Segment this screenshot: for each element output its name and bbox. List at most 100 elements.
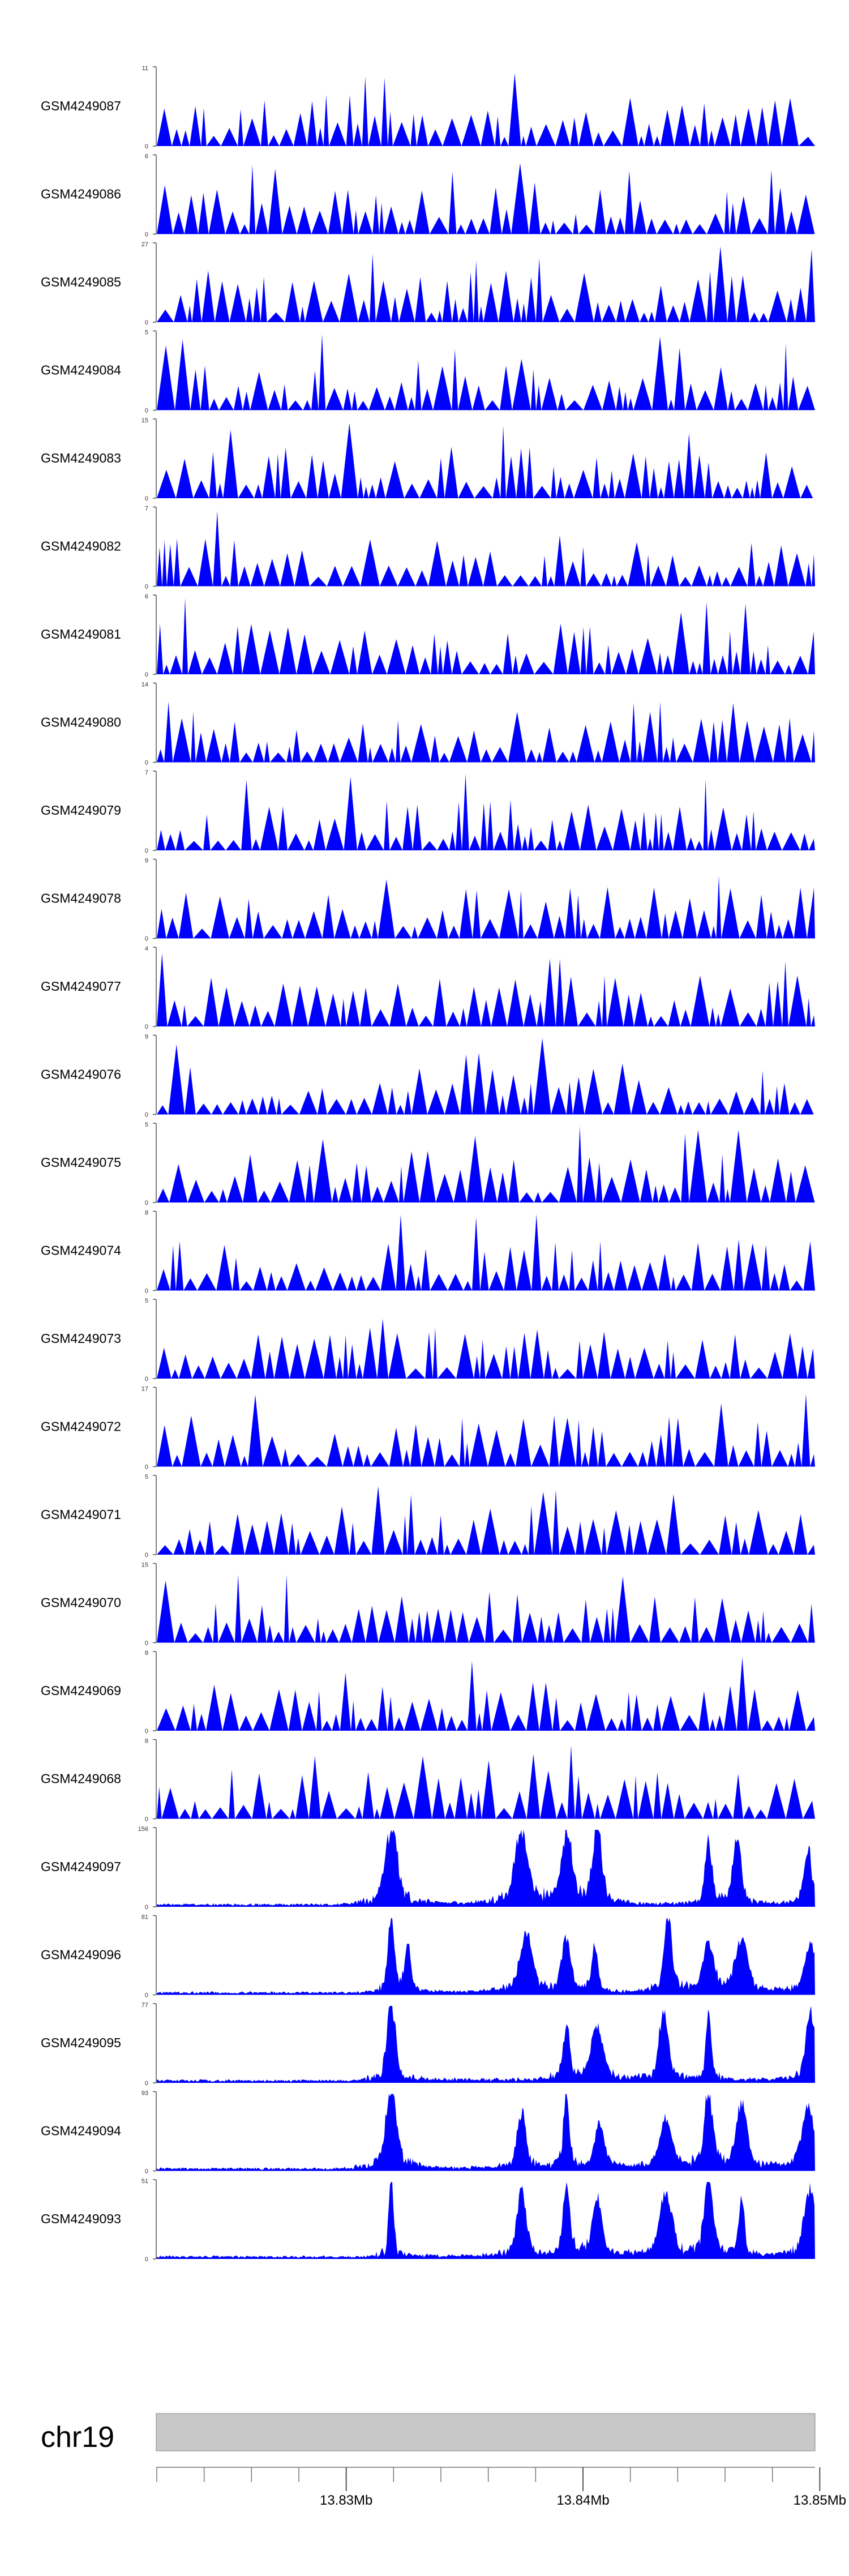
track-label: GSM4249080 (41, 715, 121, 730)
coverage-signal (157, 1126, 815, 1203)
track-GSM4249069: GSM4249069 8 0 (41, 1650, 815, 1735)
track-label: GSM4249074 (41, 1243, 121, 1258)
coverage-signal (157, 1486, 815, 1555)
y-axis-max-label: 8 (145, 1738, 148, 1745)
y-axis-max-label: 15 (142, 1562, 148, 1569)
track-GSM4249086: GSM4249086 6 0 (41, 153, 815, 238)
y-axis-zero-label: 0 (145, 848, 148, 854)
coverage-signal (157, 73, 815, 146)
y-axis-zero-label: 0 (145, 671, 148, 678)
coverage-signal (157, 1918, 815, 1995)
y-axis-max-label: 9 (145, 1034, 148, 1041)
coverage-signal (157, 1393, 815, 1467)
y-axis-zero-label: 0 (145, 1904, 148, 1911)
track-label: GSM4249071 (41, 1507, 121, 1522)
track-label: GSM4249070 (41, 1595, 121, 1610)
track-GSM4249074: GSM4249074 8 0 (41, 1210, 815, 1295)
chromosome-label: chr19 (41, 2421, 115, 2454)
y-axis-max-label: 6 (145, 593, 148, 600)
y-axis-zero-label: 0 (145, 936, 148, 943)
track-GSM4249094: GSM4249094 93 0 (41, 2090, 815, 2175)
y-axis-zero-label: 0 (145, 1552, 148, 1559)
y-axis-zero-label: 0 (145, 1200, 148, 1206)
coverage-signal (157, 1214, 815, 1291)
coverage-signal (157, 1574, 815, 1643)
y-axis-zero-label: 0 (145, 1288, 148, 1295)
coverage-signal (157, 953, 815, 1026)
track-label: GSM4249078 (41, 891, 121, 906)
y-axis-max-label: 8 (145, 1210, 148, 1217)
y-axis-max-label: 7 (145, 769, 148, 776)
y-axis-max-label: 11 (142, 65, 148, 72)
y-axis-max-label: 15 (142, 417, 148, 424)
y-axis-max-label: 17 (142, 1386, 148, 1393)
y-axis-zero-label: 0 (145, 232, 148, 238)
track-GSM4249072: GSM4249072 17 0 (41, 1386, 815, 1471)
track-GSM4249071: GSM4249071 5 0 (41, 1474, 815, 1559)
x-axis-tick-label: 13.85Mb (794, 2493, 846, 2508)
track-GSM4249083: GSM4249083 15 0 (41, 417, 815, 502)
y-axis-max-label: 51 (142, 2178, 148, 2185)
coverage-signal (157, 701, 815, 763)
y-axis-max-label: 93 (142, 2090, 148, 2097)
track-GSM4249081: GSM4249081 6 0 (41, 593, 815, 678)
y-axis-max-label: 5 (145, 330, 148, 336)
track-GSM4249095: GSM4249095 77 0 (41, 2002, 815, 2087)
track-GSM4249096: GSM4249096 81 0 (41, 1914, 815, 1999)
track-label: GSM4249069 (41, 1683, 121, 1698)
y-axis-max-label: 6 (145, 153, 148, 160)
track-GSM4249080: GSM4249080 14 0 (41, 682, 815, 767)
y-axis-zero-label: 0 (145, 1992, 148, 1999)
track-GSM4249084: GSM4249084 5 0 (41, 330, 815, 414)
y-axis-max-label: 8 (145, 1650, 148, 1657)
y-axis-zero-label: 0 (145, 408, 148, 414)
y-axis-max-label: 4 (145, 945, 148, 952)
track-GSM4249077: GSM4249077 4 0 (41, 945, 815, 1030)
track-label: GSM4249082 (41, 539, 121, 554)
y-axis-zero-label: 0 (145, 1728, 148, 1735)
track-GSM4249087: GSM4249087 11 0 (41, 65, 815, 150)
track-label: GSM4249095 (41, 2035, 121, 2050)
track-label: GSM4249068 (41, 1771, 121, 1786)
y-axis-zero-label: 0 (145, 1112, 148, 1119)
track-label: GSM4249093 (41, 2211, 121, 2226)
track-label: GSM4249079 (41, 803, 121, 818)
y-axis-zero-label: 0 (145, 495, 148, 502)
coverage-signal (157, 1319, 815, 1379)
coverage-signal (157, 773, 815, 850)
y-axis-zero-label: 0 (145, 1024, 148, 1030)
track-label: GSM4249096 (41, 1948, 121, 1962)
y-axis-zero-label: 0 (145, 1816, 148, 1823)
x-axis-tick-label: 13.83Mb (320, 2493, 372, 2508)
coverage-signal (157, 1745, 815, 1819)
y-axis-max-label: 77 (142, 2002, 148, 2009)
y-axis-max-label: 5 (145, 1474, 148, 1480)
y-axis-zero-label: 0 (145, 1640, 148, 1647)
y-axis-zero-label: 0 (145, 2168, 148, 2175)
track-GSM4249085: GSM4249085 27 0 (41, 241, 815, 326)
track-label: GSM4249086 (41, 187, 121, 202)
track-GSM4249078: GSM4249078 9 0 (41, 858, 815, 943)
track-GSM4249068: GSM4249068 8 0 (41, 1738, 815, 1823)
y-axis-max-label: 9 (145, 858, 148, 865)
coverage-signal (157, 163, 815, 234)
track-label: GSM4249087 (41, 99, 121, 113)
coverage-signal (157, 2094, 815, 2171)
y-axis-max-label: 5 (145, 1298, 148, 1304)
y-axis-zero-label: 0 (145, 319, 148, 326)
y-axis-zero-label: 0 (145, 760, 148, 767)
coverage-signal (157, 1657, 815, 1731)
y-axis-max-label: 156 (138, 1826, 148, 1833)
track-label: GSM4249097 (41, 1859, 121, 1874)
track-GSM4249076: GSM4249076 9 0 (41, 1034, 815, 1119)
x-axis-tick-label: 13.84Mb (556, 2493, 609, 2508)
y-axis-zero-label: 0 (145, 1376, 148, 1383)
coverage-signal (157, 1038, 815, 1115)
coverage-signal (157, 1830, 815, 1907)
track-label: GSM4249072 (41, 1419, 121, 1434)
coverage-signal (157, 246, 815, 322)
y-axis-max-label: 7 (145, 506, 148, 512)
y-axis-zero-label: 0 (145, 2256, 148, 2263)
coverage-signal (157, 511, 815, 587)
